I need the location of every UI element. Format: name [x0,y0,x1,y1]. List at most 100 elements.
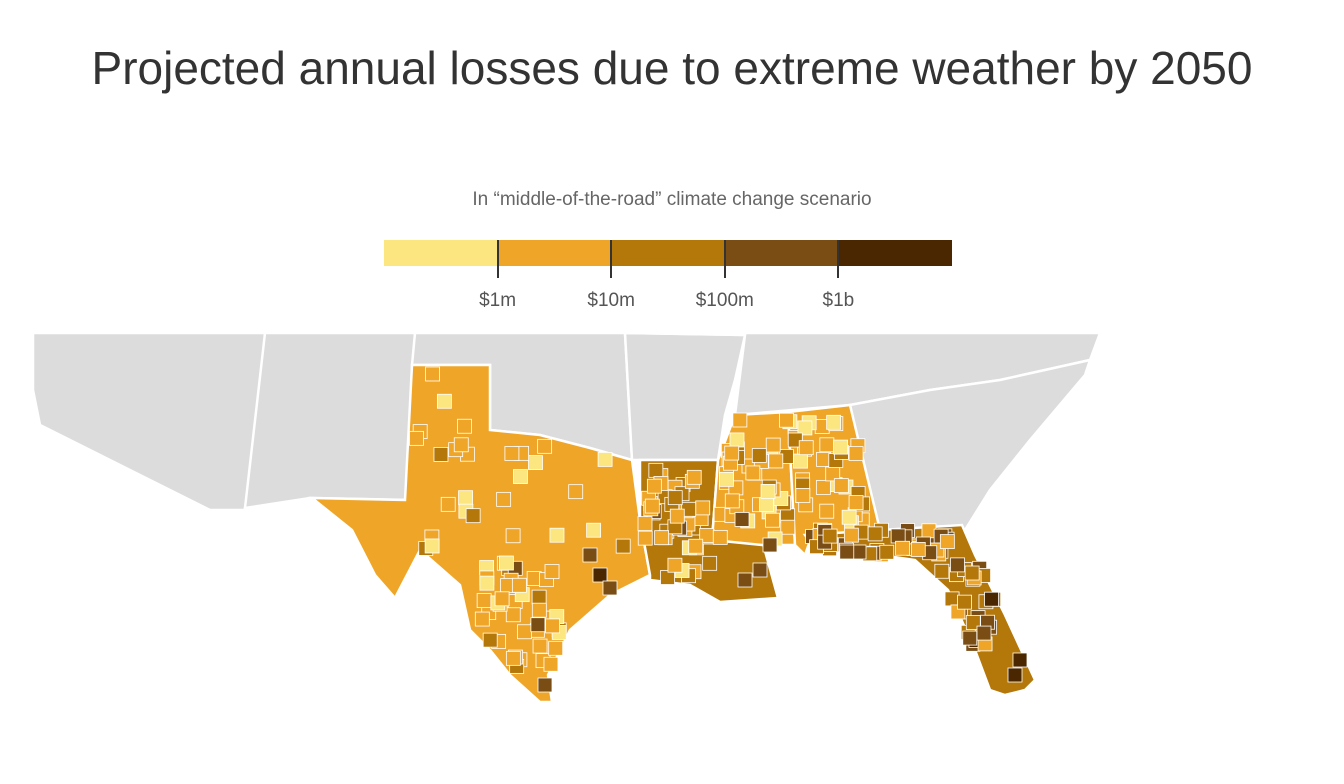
county [476,593,492,608]
state-new-mexico [243,331,417,510]
county [957,594,972,610]
county [504,446,520,461]
legend-tick-label: $10m [587,290,635,311]
county [482,632,498,648]
county [848,446,864,462]
county [513,469,528,484]
county [962,630,978,646]
county [765,437,781,453]
county [843,527,859,543]
county [548,640,564,656]
legend-tick-label: $100m [695,290,754,311]
legend-tick [837,240,840,278]
county [511,577,527,593]
county [465,508,481,524]
county [939,534,955,549]
county [848,495,864,510]
county [833,439,848,455]
county [695,500,711,516]
county [637,516,653,531]
title-text: Projected annual losses due to extreme w… [91,42,1253,94]
county [765,512,780,528]
county [458,490,473,506]
county [537,438,553,454]
legend-bin-4 [838,240,952,266]
county [839,544,855,560]
legend-tick-label: $1m [479,290,517,311]
legend-bin-3 [724,240,839,266]
county [457,418,472,434]
county [436,393,452,409]
county [433,447,449,462]
county [537,677,553,693]
county [1012,652,1028,668]
county [910,542,926,557]
legend-bins [384,240,952,266]
legend-bin-0 [384,240,498,266]
county [1007,667,1023,683]
county [592,567,608,583]
county [984,591,999,607]
county [950,557,965,573]
state-southwest [31,331,267,512]
county [474,611,490,627]
county [505,528,521,544]
county [597,452,613,467]
county [409,430,424,446]
county [544,564,560,579]
legend-bin-1 [497,240,612,266]
county [505,650,521,666]
county [815,479,831,495]
county [702,555,718,571]
county [528,455,543,470]
county [797,420,813,436]
county [425,366,440,382]
county [867,526,883,542]
county [688,538,704,554]
county [654,530,670,546]
county [496,491,512,507]
map [31,331,1102,704]
county [760,483,776,499]
county [424,538,440,554]
legend-tick [610,240,613,278]
county [890,528,906,544]
state-texas [308,363,652,704]
county [602,580,618,596]
county [479,575,495,591]
county [934,563,950,579]
county [686,469,702,485]
chart-subtitle: In “middle-of-the-road” climate change s… [472,189,872,210]
chart-title: Projected annual losses due to extreme w… [0,38,1344,98]
county [582,547,598,563]
county [615,538,631,554]
county [944,591,960,607]
county [648,462,664,478]
county [712,530,728,545]
county [499,555,514,571]
county [453,437,469,453]
county [787,432,803,448]
county [505,607,521,623]
county [586,522,602,538]
county [826,414,842,430]
county [719,471,734,487]
county [646,478,662,494]
county [745,465,761,481]
county [768,453,784,469]
legend-tick-label: $1b [822,290,855,311]
county [752,562,768,578]
county [976,625,992,641]
county [568,484,584,500]
legend-tick [496,240,499,278]
county [895,540,910,556]
county [795,488,811,503]
county [532,638,548,654]
color-legend: $1m $10m $100m $1b [384,240,952,311]
county [729,432,745,448]
county [841,509,857,525]
county [724,445,740,461]
county [793,453,808,469]
county [549,527,565,543]
county [637,530,653,546]
